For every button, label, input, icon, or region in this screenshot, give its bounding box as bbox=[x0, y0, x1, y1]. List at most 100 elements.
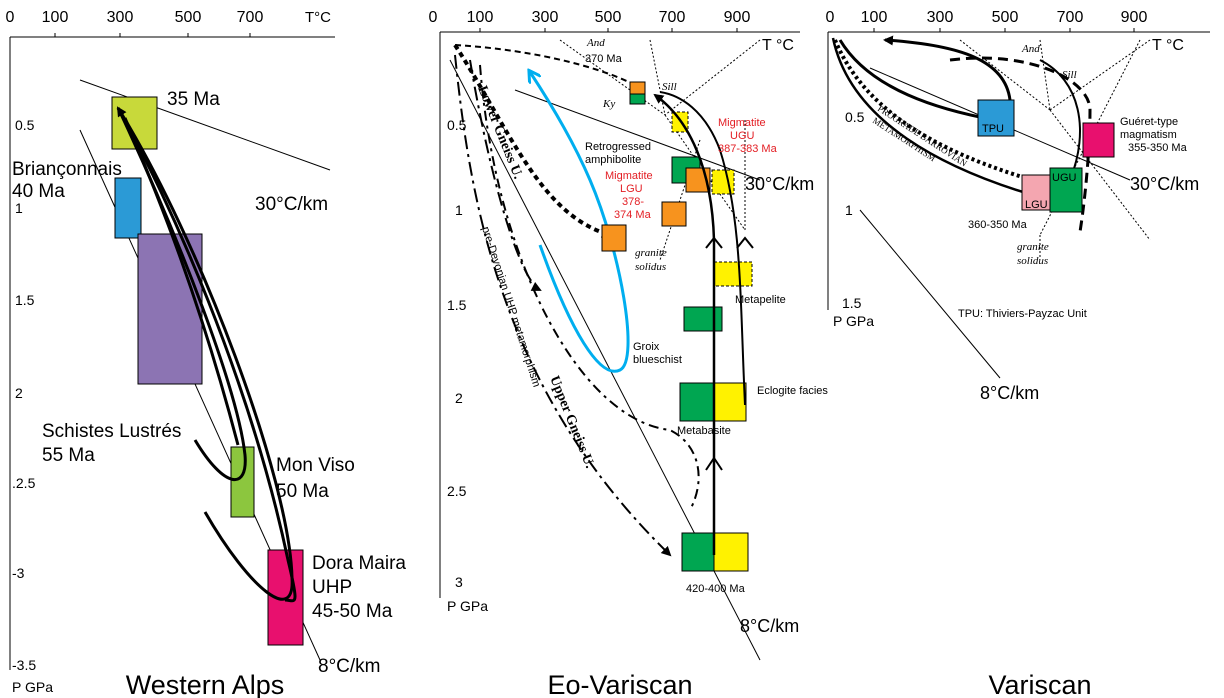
va-p-tick: 1.5 bbox=[842, 295, 862, 311]
ev-p-unit: P GPa bbox=[447, 598, 488, 614]
ev-path-eclogite-up bbox=[653, 93, 716, 555]
box-monviso bbox=[230, 446, 255, 518]
label-370ma: 370 Ma bbox=[585, 53, 623, 65]
box-gueret bbox=[1082, 122, 1115, 158]
label-360ma: 360-350 Ma bbox=[968, 219, 1028, 231]
panel-eo-variscan: 0 100 300 500 700 900 T °C 0.5 1 1.5 2 2… bbox=[429, 9, 829, 698]
wa-t-unit: T°C bbox=[305, 9, 331, 26]
wa-p-tick: -3 bbox=[12, 565, 25, 581]
va-t-tick: 700 bbox=[1057, 9, 1084, 26]
box-mig-ugu-orange bbox=[685, 167, 711, 193]
label-groix: Groix bbox=[633, 341, 660, 353]
wa-p-tick: 2 bbox=[15, 385, 23, 401]
ev-t-tick: 100 bbox=[467, 9, 494, 26]
label-schistes-age: 55 Ma bbox=[42, 445, 95, 466]
label-mig-ugu-c: 387-383 Ma bbox=[718, 143, 778, 155]
va-path-tpu-up bbox=[838, 39, 997, 124]
box-370ma bbox=[629, 81, 646, 95]
box-420-yellow bbox=[713, 532, 749, 572]
label-sill: Sill bbox=[662, 81, 677, 93]
label-dora: Dora Maira bbox=[312, 553, 406, 574]
wa-p-tick: 1 bbox=[15, 200, 23, 216]
label-420ma: 420-400 Ma bbox=[686, 583, 746, 595]
wa-p-tick: 0.5 bbox=[15, 117, 35, 133]
ev-p-tick: 2.5 bbox=[447, 483, 467, 499]
label-pre-devonian: pre-Devonian UHP metamorphism bbox=[479, 225, 542, 388]
box-metapelite bbox=[713, 261, 753, 287]
va-p-tick: 0.5 bbox=[845, 109, 865, 125]
box-370ma-green bbox=[629, 93, 646, 105]
wa-path-dora-return bbox=[116, 107, 297, 603]
wa-geotherm-30 bbox=[79, 79, 331, 171]
box-briancon bbox=[114, 177, 142, 239]
ev-t-unit: T °C bbox=[762, 37, 794, 54]
label-mig-lgu-c: 378- bbox=[622, 196, 644, 208]
box-lower-gneiss bbox=[601, 224, 627, 252]
panel-variscan: 0 100 300 500 700 900 T °C 0.5 1 1.5 P G… bbox=[826, 9, 1210, 698]
box-eclogite bbox=[713, 382, 747, 422]
label-gueret-b: magmatism bbox=[1120, 129, 1177, 141]
label-gradient-8: 8°C/km bbox=[740, 616, 799, 636]
label-mig-lgu-d: 374 Ma bbox=[614, 209, 652, 221]
ev-t-tick: 900 bbox=[724, 9, 751, 26]
ev-geotherm-30 bbox=[514, 89, 761, 181]
label-ugu: UGU bbox=[1052, 172, 1077, 184]
va-p-unit: P GPa bbox=[833, 313, 874, 329]
box-mig-lgu bbox=[661, 201, 687, 227]
wa-p-tick-labels: 0.5 1 1.5 2 .2.5 -3 -3.5 P GPa bbox=[12, 117, 53, 695]
va-t-tick: 500 bbox=[992, 9, 1019, 26]
label-gueret-c: 355-350 Ma bbox=[1128, 142, 1188, 154]
ev-path-370 bbox=[454, 44, 641, 89]
label-gueret: Guéret-type bbox=[1120, 116, 1178, 128]
wa-p-unit: P GPa bbox=[12, 679, 53, 695]
box-schistes bbox=[137, 233, 203, 385]
panel-title-variscan: Variscan bbox=[988, 670, 1091, 698]
ev-p-tick-labels: 0.5 1 1.5 2 2.5 3 P GPa bbox=[447, 117, 488, 614]
wa-t-tick-labels: 0 100 300 500 700 T°C bbox=[6, 9, 332, 26]
label-gradient-30: 30°C/km bbox=[1130, 174, 1199, 194]
label-ky: Ky bbox=[602, 98, 615, 110]
wa-t-tick: 0 bbox=[6, 9, 15, 26]
va-path-barrovian-dotted bbox=[833, 39, 1051, 187]
label-gradient-30: 30°C/km bbox=[745, 174, 814, 194]
label-granite-b: solidus bbox=[635, 261, 666, 273]
va-t-tick: 100 bbox=[861, 9, 888, 26]
label-tpu: TPU bbox=[982, 123, 1004, 135]
label-mig-lgu: Migmatite bbox=[605, 170, 653, 182]
box-ugu bbox=[1049, 167, 1083, 213]
va-t-tick-labels: 0 100 300 500 700 900 T °C bbox=[826, 9, 1184, 54]
va-p-tick: 1 bbox=[845, 202, 853, 218]
ev-p-tick: 0.5 bbox=[447, 117, 467, 133]
label-eclogite: Eclogite facies bbox=[757, 385, 828, 397]
label-granite-b: solidus bbox=[1017, 255, 1048, 267]
va-path-tpu bbox=[883, 35, 1012, 101]
label-35ma: 35 Ma bbox=[167, 89, 220, 110]
label-metabasite: Metabasite bbox=[677, 425, 731, 437]
label-briancon-age: 40 Ma bbox=[12, 181, 65, 202]
wa-p-tick: -3.5 bbox=[12, 657, 36, 673]
ev-path-eclogite-up-b bbox=[659, 91, 746, 406]
label-retro: Retrogressed bbox=[585, 141, 651, 153]
box-eclogite-green-mid bbox=[683, 306, 723, 332]
va-t-unit: T °C bbox=[1152, 37, 1184, 54]
ev-p-tick: 1.5 bbox=[447, 297, 467, 313]
wa-t-tick: 100 bbox=[42, 9, 69, 26]
label-retro-b: amphibolite bbox=[585, 154, 641, 166]
label-gradient-8: 8°C/km bbox=[318, 656, 381, 677]
wa-path-monviso-b bbox=[123, 117, 240, 446]
label-mig-ugu-b: UGU bbox=[730, 130, 755, 142]
wa-t-tick: 500 bbox=[175, 9, 202, 26]
va-t-tick: 0 bbox=[826, 9, 835, 26]
label-lgu: LGU bbox=[1025, 199, 1048, 211]
ev-p-tick: 3 bbox=[455, 574, 463, 590]
box-lgu bbox=[1021, 174, 1053, 211]
ev-path-upper-gneiss-b bbox=[479, 64, 700, 511]
label-mig-lgu-b: LGU bbox=[620, 183, 643, 195]
ev-path-groix bbox=[530, 72, 630, 373]
ev-path-pre-devonian bbox=[454, 54, 672, 557]
box-420-green bbox=[681, 532, 717, 572]
label-dora-age: 45-50 Ma bbox=[312, 601, 393, 622]
label-and: And bbox=[1021, 43, 1040, 55]
panel-title-eo-variscan: Eo-Variscan bbox=[547, 670, 692, 698]
